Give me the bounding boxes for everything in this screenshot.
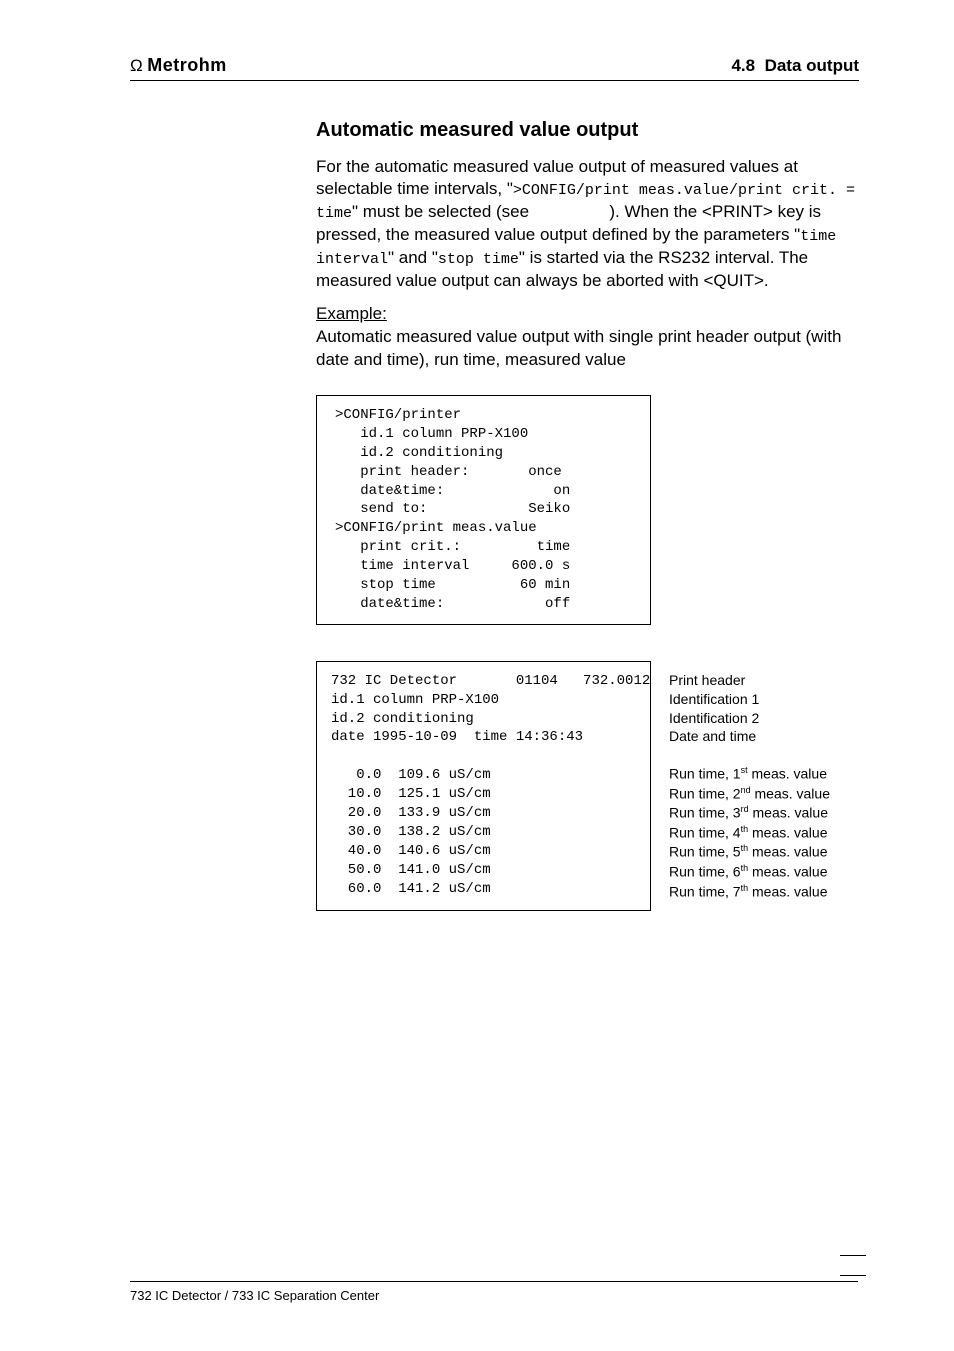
page-footer: 732 IC Detector / 733 IC Separation Cent… — [130, 1281, 858, 1303]
annotation-line: Identification 1 — [669, 690, 830, 709]
footer-text: 732 IC Detector / 733 IC Separation Cent… — [130, 1288, 379, 1303]
example-description: Automatic measured value output with sin… — [316, 326, 859, 371]
p1-code-3: stop time — [438, 251, 519, 268]
section-number: 4.8 — [731, 56, 755, 75]
annotation-line: Date and time — [669, 727, 830, 746]
example-label: Example: — [316, 304, 859, 324]
annotation-line: Run time, 6th meas. value — [669, 862, 830, 882]
annotation-gap — [669, 746, 830, 764]
brand-omega-icon: Ω — [130, 56, 143, 76]
crop-marks-icon — [840, 1255, 866, 1315]
section-label: 4.8 Data output — [731, 56, 859, 76]
p1-text-d: " and " — [388, 248, 438, 267]
p1-text-b: " must be selected (see — [352, 202, 534, 221]
printer-output-box: 732 IC Detector 01104 732.0012 id.1 colu… — [316, 661, 651, 912]
brand-name: Metrohm — [147, 55, 227, 76]
heading-automatic-output: Automatic measured value output — [316, 119, 859, 142]
annotation-line: Run time, 4th meas. value — [669, 823, 830, 843]
annotation-line: Print header — [669, 671, 830, 690]
page-header: ΩMetrohm 4.8 Data output — [130, 55, 859, 81]
output-annotations: Print headerIdentification 1Identificati… — [669, 661, 830, 901]
annotation-line: Run time, 7th meas. value — [669, 882, 830, 902]
paragraph-intro: For the automatic measured value output … — [316, 156, 859, 292]
annotation-line: Run time, 3rd meas. value — [669, 803, 830, 823]
annotation-line: Run time, 1st meas. value — [669, 764, 830, 784]
output-row: 732 IC Detector 01104 732.0012 id.1 colu… — [316, 661, 859, 912]
brand-logo: ΩMetrohm — [130, 55, 227, 76]
page-container: ΩMetrohm 4.8 Data output Automatic measu… — [0, 0, 954, 1351]
config-code-box: >CONFIG/printer id.1 column PRP-X100 id.… — [316, 395, 651, 625]
annotation-line: Run time, 2nd meas. value — [669, 784, 830, 804]
section-title: Data output — [765, 56, 859, 75]
annotation-line: Run time, 5th meas. value — [669, 842, 830, 862]
annotation-line: Identification 2 — [669, 709, 830, 728]
content-area: Automatic measured value output For the … — [316, 119, 859, 911]
